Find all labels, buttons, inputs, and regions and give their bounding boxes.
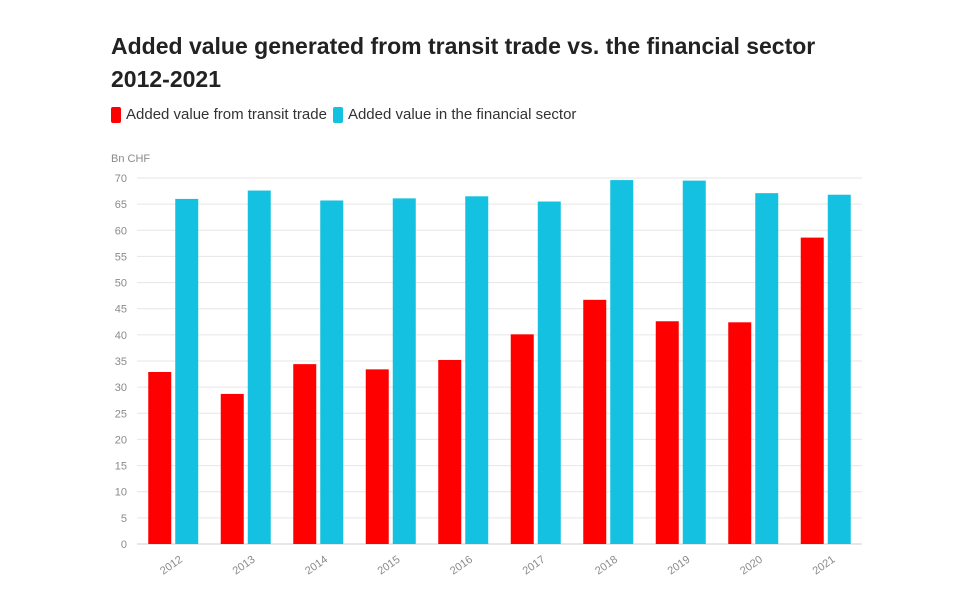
chart-title: Added value generated from transit trade… xyxy=(111,33,816,92)
bar-financial-2021[interactable] xyxy=(827,194,851,544)
x-tick-label-2018: 2018 xyxy=(593,554,620,578)
legend: Added value from transit trade Added val… xyxy=(111,106,582,123)
x-tick-label-2015: 2015 xyxy=(376,554,403,578)
x-tick-label-2017: 2017 xyxy=(521,554,548,578)
bar-transit-2017[interactable] xyxy=(510,334,534,544)
bar-financial-2013[interactable] xyxy=(247,190,271,544)
gridlines xyxy=(137,177,862,545)
bar-transit-2021[interactable] xyxy=(800,237,824,544)
legend-swatch-transit xyxy=(111,106,121,123)
x-tick-label-2020: 2020 xyxy=(738,554,765,578)
legend-item-financial[interactable]: Added value in the financial sector xyxy=(332,106,577,123)
bar-financial-2012[interactable] xyxy=(175,198,199,544)
bar-financial-2014[interactable] xyxy=(320,200,344,545)
y-tick-label-35: 35 xyxy=(115,356,127,368)
y-tick-label-5: 5 xyxy=(121,513,127,525)
legend-label-transit: Added value from transit trade xyxy=(126,106,327,123)
bar-transit-2019[interactable] xyxy=(655,321,679,544)
y-tick-label-30: 30 xyxy=(115,382,127,394)
bar-transit-2018[interactable] xyxy=(583,299,607,544)
y-tick-label-20: 20 xyxy=(115,434,127,446)
x-axis-ticks: 2012 2013 2014 2015 2016 2017 2018 2019 2020 2021 xyxy=(158,554,837,578)
bar-financial-2016[interactable] xyxy=(465,196,489,545)
y-tick-label-10: 10 xyxy=(115,487,127,499)
x-tick-label-2014: 2014 xyxy=(303,554,330,578)
bars xyxy=(148,180,851,545)
y-tick-label-0: 0 xyxy=(121,539,127,551)
y-tick-label-25: 25 xyxy=(115,408,127,420)
bar-transit-2016[interactable] xyxy=(438,359,462,544)
x-tick-label-2013: 2013 xyxy=(231,554,258,578)
bar-financial-2020[interactable] xyxy=(755,193,779,545)
x-tick-label-2021: 2021 xyxy=(811,554,838,578)
y-tick-label-15: 15 xyxy=(115,461,127,473)
bar-transit-2014[interactable] xyxy=(293,364,317,544)
bar-transit-2013[interactable] xyxy=(220,393,244,544)
bar-financial-2015[interactable] xyxy=(392,198,416,545)
x-tick-label-2016: 2016 xyxy=(448,554,475,578)
y-tick-label-65: 65 xyxy=(115,199,127,211)
legend-item-transit[interactable]: Added value from transit trade xyxy=(111,106,327,123)
bar-transit-2015[interactable] xyxy=(365,369,389,544)
y-tick-label-60: 60 xyxy=(115,225,127,237)
legend-swatch-financial xyxy=(332,106,343,123)
bar-transit-2020[interactable] xyxy=(728,322,752,544)
legend-label-financial: Added value in the financial sector xyxy=(347,106,577,123)
y-tick-label-50: 50 xyxy=(115,278,127,290)
y-axis-unit-label: Bn CHF xyxy=(111,153,150,165)
y-axis-ticks: 0 5 10 15 20 25 30 35 40 45 50 55 60 65 70 xyxy=(115,173,127,551)
bar-financial-2018[interactable] xyxy=(610,180,634,544)
bar-financial-2017[interactable] xyxy=(537,201,561,544)
y-tick-label-45: 45 xyxy=(115,304,127,316)
x-tick-label-2019: 2019 xyxy=(666,554,693,578)
bar-transit-2012[interactable] xyxy=(148,371,172,544)
x-tick-label-2012: 2012 xyxy=(158,554,185,578)
y-tick-label-70: 70 xyxy=(115,173,127,185)
y-tick-label-55: 55 xyxy=(115,251,127,263)
y-tick-label-40: 40 xyxy=(115,330,127,342)
bar-financial-2019[interactable] xyxy=(682,180,706,544)
